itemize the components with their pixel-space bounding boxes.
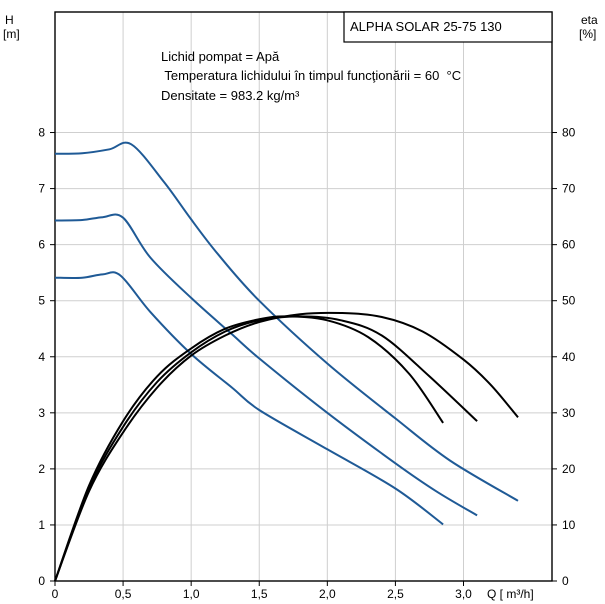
- chart-series-group: [54, 141, 519, 582]
- chart-grid: [54, 12, 552, 582]
- head-curve-3: [54, 271, 444, 526]
- y-right-tick-label: 60: [562, 238, 576, 252]
- y-left-tick-label: 8: [38, 126, 45, 140]
- x-tick-label: 0: [52, 587, 59, 601]
- chart-title-box: [343, 11, 553, 43]
- efficiency-curve-5: [54, 315, 478, 582]
- y-right-axis-label-unit: [%]: [579, 27, 596, 41]
- x-tick-label: 0,5: [115, 587, 132, 601]
- y-right-tick-label: 80: [562, 126, 576, 140]
- chart-title: ALPHA SOLAR 25-75 130: [350, 19, 502, 34]
- x-tick-label: 3,0: [455, 587, 472, 601]
- y-right-tick-label: 30: [562, 406, 576, 420]
- y-left-axis-label-symbol: H: [5, 13, 14, 27]
- x-tick-label: 1,5: [251, 587, 268, 601]
- y-left-tick-label: 0: [38, 574, 45, 588]
- y-right-axis-label-symbol: eta: [581, 13, 598, 27]
- y-right-tick-label: 20: [562, 462, 576, 476]
- y-right-tick-label: 70: [562, 182, 576, 196]
- efficiency-curve-4: [54, 315, 444, 582]
- y-right-tick-label: 40: [562, 350, 576, 364]
- y-left-tick-label: 4: [38, 350, 45, 364]
- annotation-temperature: Temperatura lichidului în timpul funcţio…: [161, 68, 461, 83]
- head-curve-2: [54, 213, 478, 517]
- y-left-axis-label-unit: [m]: [3, 27, 20, 41]
- y-left-tick-label: 5: [38, 294, 45, 308]
- x-axis-label: Q [ m³/h]: [487, 587, 534, 601]
- y-left-tick-label: 2: [38, 462, 45, 476]
- plot-area-frame: [54, 11, 553, 582]
- y-left-tick-label: 6: [38, 238, 45, 252]
- y-right-tick-label: 10: [562, 518, 576, 532]
- x-tick-label: 2,5: [387, 587, 404, 601]
- x-tick-label: 1,0: [183, 587, 200, 601]
- chart-ticks: 0 0,5 1,0 1,5 2,0 2,5 3,0012345678010203040506…: [38, 126, 575, 601]
- y-right-tick-label: 0: [562, 574, 569, 588]
- y-left-tick-label: 3: [38, 406, 45, 420]
- y-left-tick-label: 7: [38, 182, 45, 196]
- annotation-fluid: Lichid pompat = Apă: [161, 49, 280, 64]
- efficiency-curve-6: [54, 311, 519, 582]
- head-curve-1: [54, 141, 519, 502]
- y-right-tick-label: 50: [562, 294, 576, 308]
- y-left-tick-label: 1: [38, 518, 45, 532]
- annotation-density: Densitate = 983.2 kg/m³: [161, 88, 300, 103]
- x-tick-label: 2,0: [319, 587, 336, 601]
